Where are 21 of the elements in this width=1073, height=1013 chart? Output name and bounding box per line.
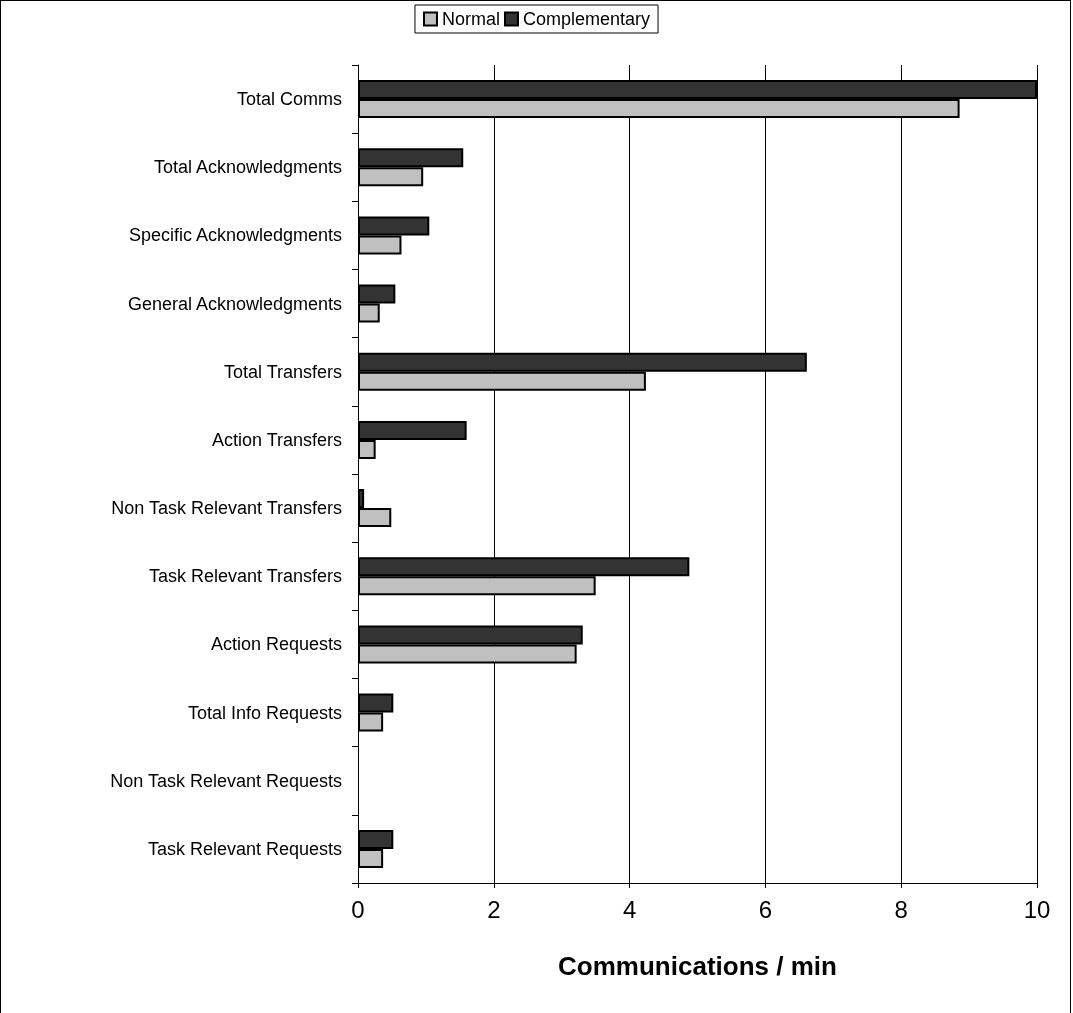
y-tick-label: Total Acknowledgments <box>153 157 342 178</box>
y-tick-label: General Acknowledgments <box>127 293 342 314</box>
y-tick-label: Task Relevant Transfers <box>148 566 342 587</box>
x-tick-label: 10 <box>1023 895 1051 923</box>
x-axis-title: Communications / min <box>558 951 837 981</box>
y-tick-label: Task Relevant Requests <box>147 838 342 859</box>
legend-label: Complementary <box>522 9 651 29</box>
y-tick-label: Total Comms <box>236 89 342 110</box>
legend-label: Normal <box>441 9 500 29</box>
x-tick-label: 2 <box>487 895 501 923</box>
y-tick-label: Non Task Relevant Requests <box>110 770 342 791</box>
x-tick-label: 4 <box>622 895 637 923</box>
y-tick-label: Total Info Requests <box>187 702 342 723</box>
y-tick-label: Specific Acknowledgments <box>128 225 342 246</box>
x-tick-label: 6 <box>758 895 773 923</box>
x-tick-label: 8 <box>894 895 908 923</box>
y-tick-label: Action Transfers <box>211 429 342 450</box>
y-tick-label: Action Requests <box>210 634 342 655</box>
x-tick-label: 0 <box>351 895 365 923</box>
y-tick-label: Non Task Relevant Transfers <box>111 498 342 519</box>
y-tick-label: Total Transfers <box>223 361 342 382</box>
